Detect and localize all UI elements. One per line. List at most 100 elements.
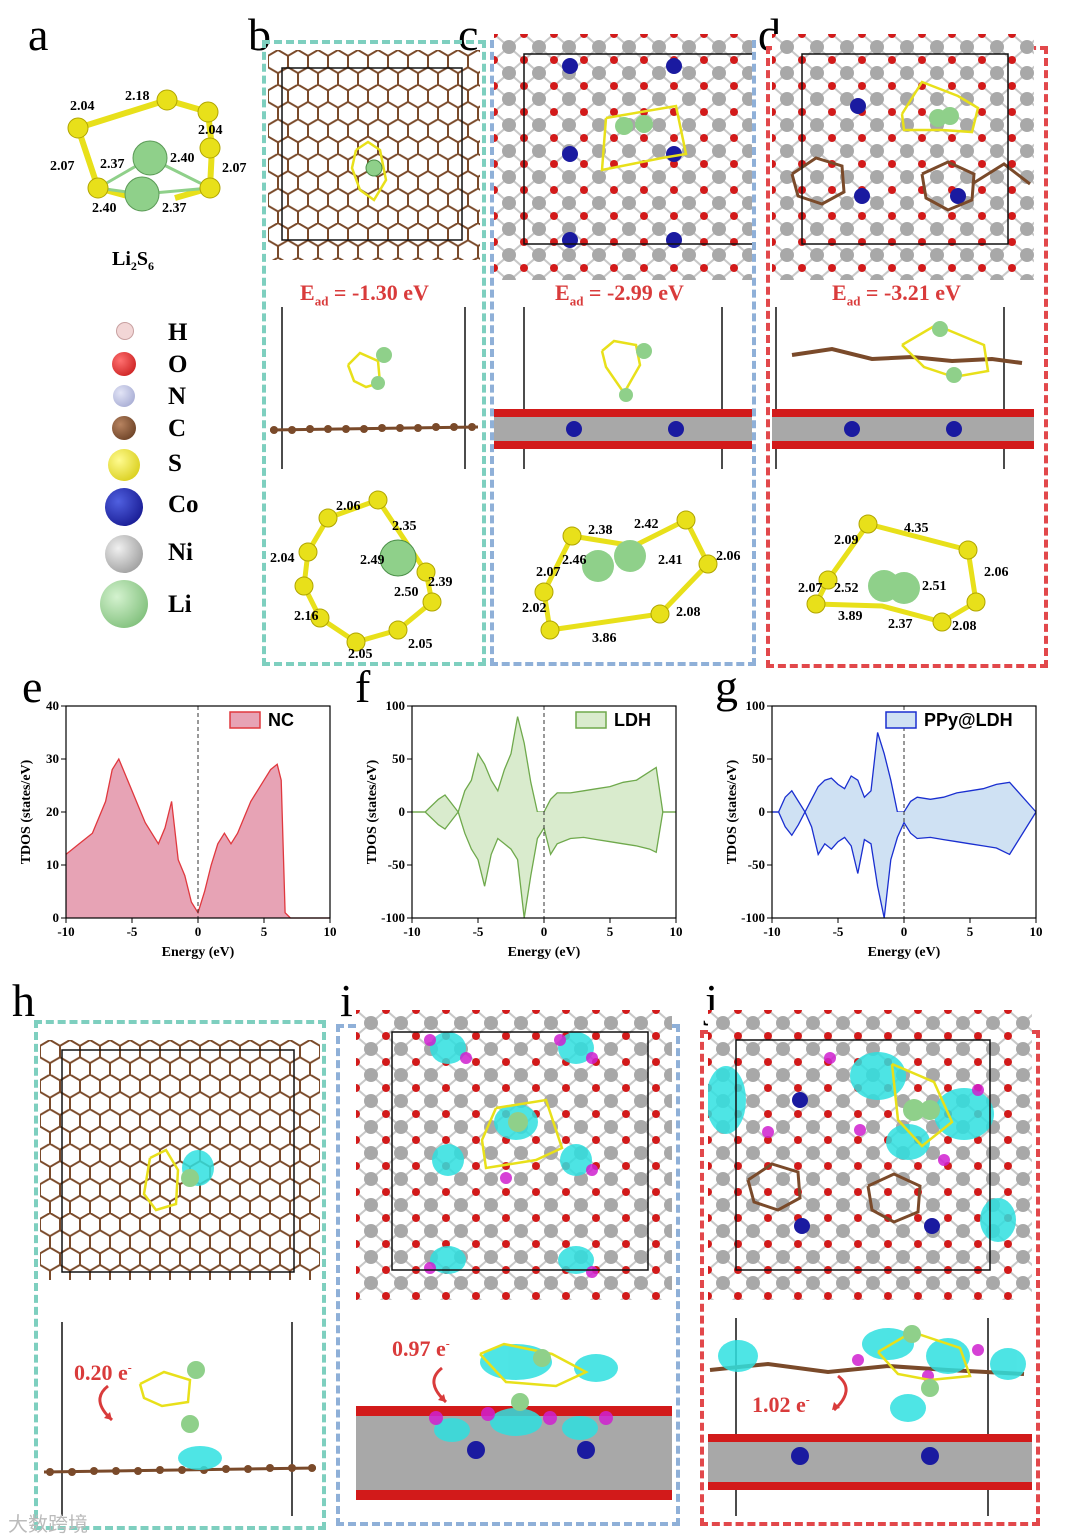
y-tick-label: 30	[46, 751, 59, 766]
x-tick-label: 5	[967, 924, 974, 939]
y-tick-label: 0	[759, 804, 766, 819]
y-tick-label: 0	[399, 804, 406, 819]
ldh-s6-geometry: 2.38 2.42 2.07 2.46 2.41 2.06 2.02 2.08 …	[522, 510, 741, 646]
x-tick-label: 10	[670, 924, 683, 939]
ldh-charge-top-view	[356, 1010, 672, 1300]
panel-label-e: e	[22, 661, 43, 712]
panel-label-f: f	[355, 661, 371, 712]
y-tick-label: 50	[392, 751, 405, 766]
bond-length: 2.51	[922, 579, 947, 594]
bond-length: 2.39	[428, 575, 453, 590]
bond-length: 2.40	[170, 151, 195, 166]
bond-length: 2.06	[336, 499, 361, 514]
ldh-side-view	[494, 307, 752, 469]
panel-label-c: c	[458, 9, 479, 60]
co-atom-icon	[105, 488, 143, 526]
panel-b-frame	[262, 40, 486, 666]
bond-length: 2.38	[588, 523, 613, 538]
h-atom-icon	[116, 322, 134, 340]
formula-li2s6: Li2S6	[112, 248, 155, 273]
bond-length: 2.35	[392, 519, 417, 534]
li2s6-structure: 2.04 2.18 2.04 2.07 2.37 2.40 2.07 2.40 …	[50, 89, 247, 216]
panel-h-frame	[34, 1020, 326, 1530]
ead-d: Ead = -3.21 eV	[832, 280, 961, 309]
bond-length: 2.06	[984, 565, 1009, 580]
bond-length: 2.04	[198, 123, 223, 138]
bond-length: 2.46	[562, 553, 587, 568]
panel-label-h: h	[12, 975, 35, 1026]
bond-length: 2.04	[270, 551, 295, 566]
x-tick-label: -10	[763, 924, 780, 939]
x-tick-label: 0	[541, 924, 548, 939]
bond-length: 2.37	[100, 157, 125, 172]
x-axis-title: Energy (eV)	[508, 945, 581, 960]
y-axis-title: TDOS (states/eV)	[365, 759, 380, 864]
x-tick-label: -10	[403, 924, 420, 939]
legend-label: PPy@LDH	[924, 710, 1013, 730]
legend-swatch	[575, 711, 607, 729]
y-tick-label: 100	[746, 698, 766, 713]
series-spin-up-area	[412, 716, 676, 812]
bond-length: 2.50	[394, 585, 419, 600]
x-tick-label: 0	[901, 924, 908, 939]
bond-length: 3.86	[592, 631, 617, 646]
x-tick-label: 5	[607, 924, 614, 939]
bond-length: 2.52	[834, 581, 859, 596]
bond-length: 2.07	[536, 565, 561, 580]
series-spin-down-area	[772, 812, 1036, 918]
panel-label-g: g	[715, 661, 738, 712]
bond-length: 2.42	[634, 517, 659, 532]
ppy-ldh-charge-side-view	[708, 1318, 1032, 1516]
x-tick-label: 0	[195, 924, 202, 939]
ni-atom-icon	[105, 535, 143, 573]
bond-length: 3.89	[838, 609, 863, 624]
ldh-top-view	[494, 34, 752, 280]
bond-length: 2.07	[222, 161, 247, 176]
chart-e: -10 -5 0 5 10 0 10 20 30 40 Energy (eV) TDOS (state…	[19, 698, 337, 960]
x-tick-label: -5	[833, 924, 844, 939]
y-tick-label: -100	[381, 910, 405, 925]
bond-length: 2.41	[658, 553, 683, 568]
bond-length: 2.37	[162, 201, 187, 216]
bond-length: 2.02	[522, 601, 547, 616]
panel-label-i: i	[340, 975, 353, 1026]
x-tick-label: -5	[127, 924, 138, 939]
n-atom-icon	[113, 385, 135, 407]
nc-s6-geometry: 2.06 2.35 2.04 2.49 2.39 2.50 2.16 2.05 …	[270, 490, 453, 660]
y-tick-label: 0	[53, 910, 60, 925]
legend-label: LDH	[614, 710, 651, 730]
charge-transfer-i: 0.97 e-	[392, 1336, 450, 1361]
bond-length: 2.07	[50, 159, 75, 174]
x-tick-label: 10	[324, 924, 337, 939]
y-tick-label: 50	[752, 751, 765, 766]
ead-c: Ead = -2.99 eV	[555, 280, 684, 309]
x-axis-title: Energy (eV)	[868, 945, 941, 960]
y-tick-label: -50	[388, 857, 405, 872]
c-atom-icon	[112, 416, 136, 440]
y-tick-label: -50	[748, 857, 765, 872]
y-tick-label: 40	[46, 698, 59, 713]
o-atom-icon	[112, 352, 136, 376]
bond-length: 2.08	[676, 605, 701, 620]
charge-transfer-j: 1.02 e-	[752, 1392, 810, 1417]
ldh-charge-side-view	[356, 1342, 672, 1500]
bond-length: 2.07	[798, 581, 823, 596]
ppy-ldh-top-view	[772, 34, 1034, 280]
y-tick-label: -100	[741, 910, 765, 925]
bond-length: 2.37	[888, 617, 913, 632]
ead-b: Ead = -1.30 eV	[300, 280, 429, 309]
bond-length: 4.35	[904, 521, 929, 536]
li-atom-icon	[100, 580, 148, 628]
bond-length: 2.05	[408, 637, 433, 652]
series-spin-down-area	[412, 812, 676, 918]
series-spin-down-line	[772, 810, 1037, 919]
bond-length: 2.18	[125, 89, 150, 104]
x-tick-label: -10	[57, 924, 74, 939]
bond-length: 2.05	[348, 647, 373, 660]
bond-length: 2.40	[92, 201, 117, 216]
nc-charge-top-view	[40, 1040, 320, 1280]
ppy-ldh-charge-top-view	[708, 1010, 1032, 1300]
bond-length: 2.08	[952, 619, 977, 634]
